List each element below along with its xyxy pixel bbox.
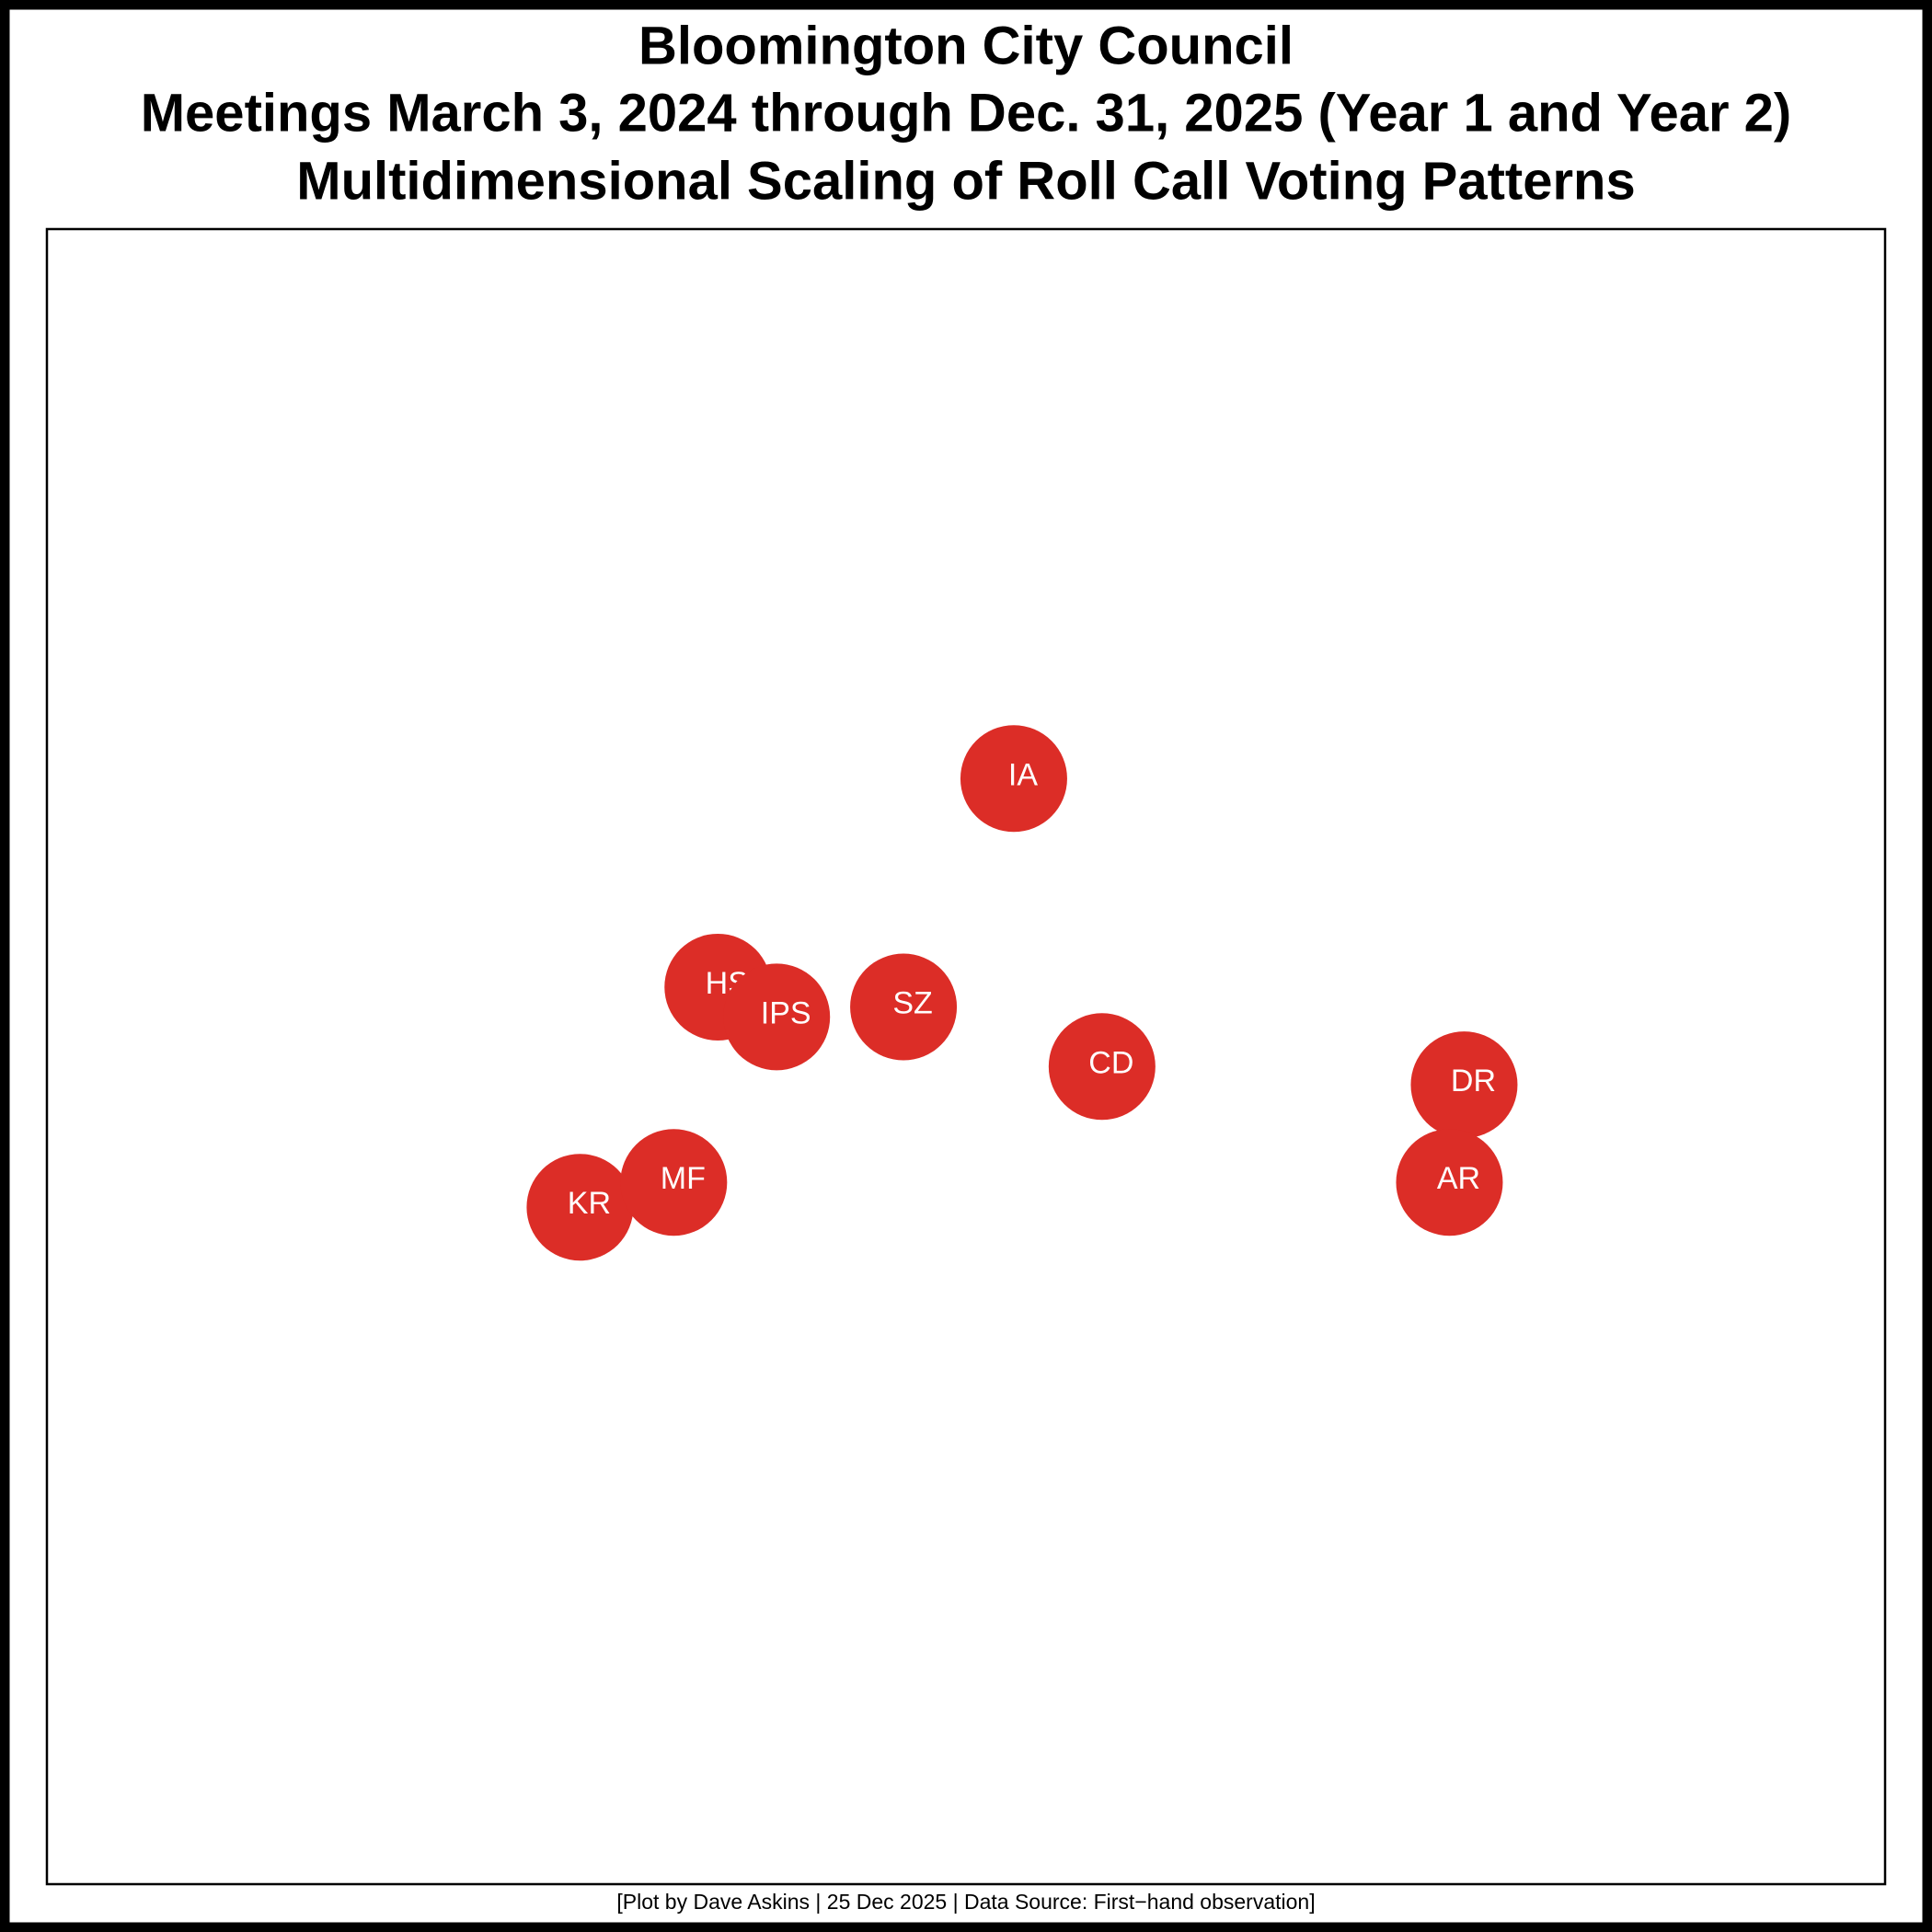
point-label: KR: [568, 1186, 611, 1221]
chart-title: Bloomington City Council: [638, 16, 1294, 75]
point: [1048, 1013, 1156, 1121]
point: [960, 725, 1067, 833]
point: [1410, 1031, 1518, 1139]
point: [850, 953, 958, 1061]
point-label: AR: [1437, 1161, 1480, 1196]
plot-frame: [45, 227, 1887, 1886]
point: [1396, 1129, 1503, 1236]
point-label: DR: [1451, 1064, 1496, 1098]
point-label: CD: [1088, 1045, 1133, 1080]
chart-title: Meetings March 3, 2024 through Dec. 31, …: [141, 83, 1792, 143]
point-label: IA: [1008, 757, 1038, 792]
point-label: MF: [661, 1161, 706, 1196]
point-label: IPS: [761, 995, 811, 1030]
chart-title: Multidimensional Scaling of Roll Call Vo…: [296, 151, 1636, 211]
point: [620, 1129, 728, 1236]
caption: [Plot by Dave Askins | 25 Dec 2025 | Dat…: [616, 1890, 1315, 1914]
point: [526, 1154, 634, 1261]
point: [723, 963, 831, 1071]
point-label: SZ: [892, 986, 932, 1021]
